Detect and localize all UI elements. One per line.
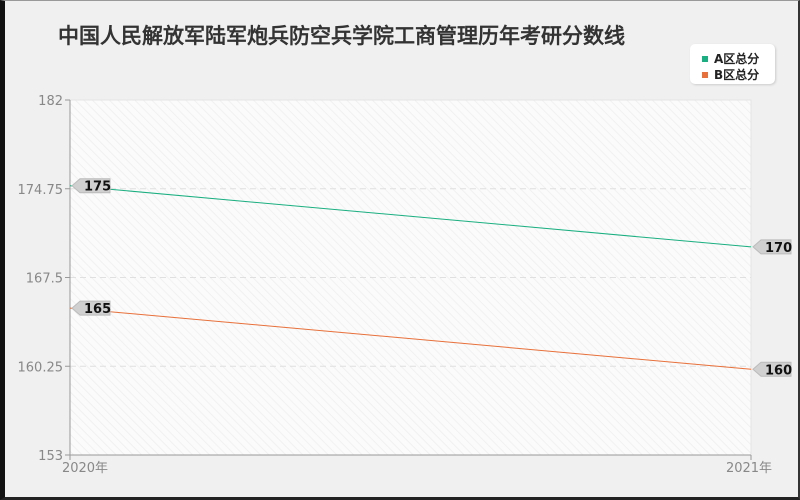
legend-item-a[interactable]: A区总分: [702, 50, 759, 67]
data-label: 165: [84, 302, 111, 317]
series-line-1: [69, 307, 752, 370]
y-tick-label: 174.75: [18, 183, 64, 198]
legend-swatch-a: [702, 55, 708, 62]
data-label: 170: [765, 241, 792, 256]
data-label: 160: [765, 363, 792, 378]
data-label-bg: [71, 178, 111, 194]
y-tick-label: 182: [38, 94, 63, 109]
x-tick-label: 2020年: [62, 461, 108, 476]
data-label-bg: [71, 300, 111, 316]
legend-label-b: B区总分: [714, 68, 760, 82]
data-label-bg: [752, 239, 792, 255]
y-tick-label: 160.25: [18, 360, 64, 375]
y-tick-label: 167.5: [26, 272, 63, 287]
legend: A区总分 B区总分: [690, 44, 775, 84]
legend-item-b[interactable]: B区总分: [702, 66, 759, 83]
chart-title: 中国人民解放军陆军炮兵防空兵学院工商管理历年考研分数线: [58, 24, 625, 48]
legend-label-a: A区总分: [714, 52, 760, 66]
y-tick-label: 153: [38, 449, 63, 464]
data-label: 175: [84, 180, 111, 195]
series-line-0: [69, 185, 752, 248]
legend-swatch-b: [702, 71, 708, 78]
x-tick-label: 2021年: [726, 461, 772, 476]
data-label-bg: [752, 361, 792, 377]
